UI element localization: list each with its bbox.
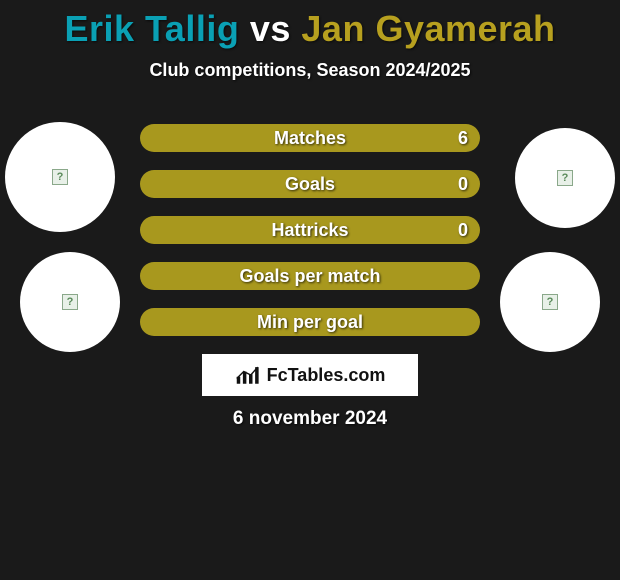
- stat-row-hattricks: Hattricks 0: [140, 216, 480, 244]
- stat-row-matches: Matches 6: [140, 124, 480, 152]
- date-label: 6 november 2024: [0, 408, 620, 430]
- player1-name: Erik Tallig: [64, 8, 239, 49]
- stat-label: Min per goal: [257, 312, 363, 333]
- page-title: Erik Tallig vs Jan Gyamerah: [0, 0, 620, 50]
- player2-avatar: ?: [515, 128, 615, 228]
- stat-row-goals: Goals 0: [140, 170, 480, 198]
- image-placeholder-icon: ?: [542, 294, 558, 310]
- vs-label: vs: [250, 8, 291, 49]
- stat-value-right: 6: [458, 128, 468, 149]
- stat-row-min-per-goal: Min per goal: [140, 308, 480, 336]
- stat-value-right: 0: [458, 220, 468, 241]
- stat-value-right: 0: [458, 174, 468, 195]
- player2-club-avatar: ?: [500, 252, 600, 352]
- comparison-card: Erik Tallig vs Jan Gyamerah Club competi…: [0, 0, 620, 580]
- stat-label: Goals per match: [239, 266, 380, 287]
- image-placeholder-icon: ?: [62, 294, 78, 310]
- stat-row-goals-per-match: Goals per match: [140, 262, 480, 290]
- player1-club-avatar: ?: [20, 252, 120, 352]
- stat-label: Matches: [274, 128, 346, 149]
- stat-label: Goals: [285, 174, 335, 195]
- player2-name: Jan Gyamerah: [301, 8, 555, 49]
- subtitle: Club competitions, Season 2024/2025: [0, 60, 620, 81]
- brand-text: FcTables.com: [267, 365, 386, 386]
- player1-avatar: ?: [5, 122, 115, 232]
- image-placeholder-icon: ?: [557, 170, 573, 186]
- image-placeholder-icon: ?: [52, 169, 68, 185]
- brand-badge: FcTables.com: [202, 354, 418, 396]
- stats-list: Matches 6 Goals 0 Hattricks 0 Goals per …: [140, 124, 480, 354]
- stat-label: Hattricks: [271, 220, 348, 241]
- bar-chart-icon: [235, 364, 263, 386]
